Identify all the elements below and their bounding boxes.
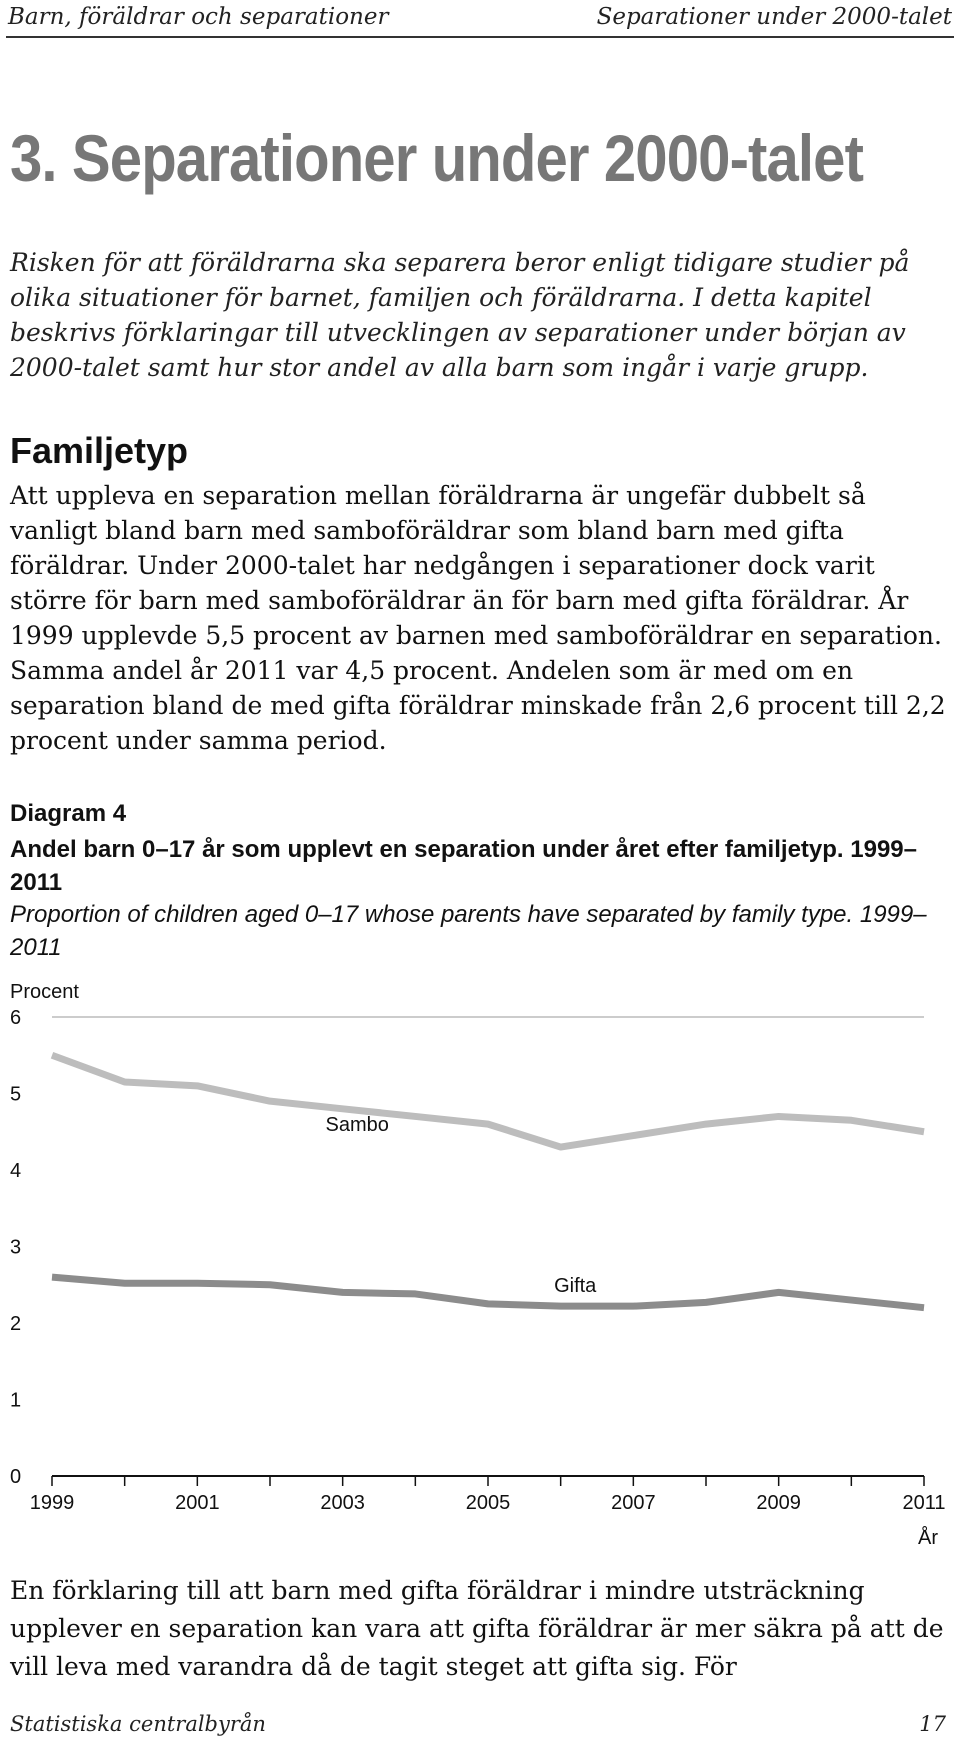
x-tick-label: 2005 [466, 1492, 511, 1514]
header-rule [6, 36, 954, 38]
x-tick-label: 1999 [30, 1492, 75, 1514]
line-chart: 1999 2001 2003 2005 2007 2009 2011 0 1 2 3 4 5 6 Proce… [10, 981, 946, 1549]
footer-publisher: Statistiska centralbyrån [10, 1712, 266, 1736]
figure-title-sv: Andel barn 0–17 år som upplevt en separa… [10, 836, 917, 896]
y-tick-label: 1 [10, 1390, 21, 1412]
body-paragraph-2: En förklaring till att barn med gifta fö… [10, 1576, 944, 1681]
series-line-sambo [50, 1051, 925, 1151]
y-tick-label: 5 [10, 1084, 21, 1106]
series-line-gifta [51, 1273, 925, 1312]
series-label-sambo: Sambo [326, 1114, 389, 1136]
y-tick-label: 6 [10, 1007, 21, 1029]
y-tick-label: 4 [10, 1160, 21, 1182]
page-number: 17 [919, 1712, 946, 1736]
y-tick-label: 3 [10, 1237, 21, 1259]
header-publication-title: Barn, föräldrar och separationer [8, 4, 389, 30]
header-chapter-title: Separationer under 2000-talet [596, 4, 952, 30]
figure-title-en: Proportion of children aged 0–17 whose p… [10, 901, 927, 961]
chapter-intro: Risken för att föräldrarna ska separera … [10, 248, 910, 382]
x-tick-label: 2009 [756, 1492, 801, 1514]
series-label-gifta: Gifta [554, 1275, 597, 1297]
y-tick-label: 2 [10, 1313, 21, 1335]
chapter-title: 3. Separationer under 2000-talet [10, 121, 864, 195]
x-tick-label: 2007 [611, 1492, 656, 1514]
x-tick-label: 2003 [320, 1492, 365, 1514]
y-axis-label: Procent [10, 981, 79, 1003]
page-header: Barn, föräldrar och separationer Separat… [0, 0, 960, 38]
section-title: Familjetyp [10, 430, 189, 471]
x-tick-label: 2001 [175, 1492, 220, 1514]
y-tick-label: 0 [10, 1466, 21, 1488]
body-paragraph: Att uppleva en separation mellan föräldr… [10, 481, 946, 755]
x-tick-label: 2011 [902, 1492, 945, 1514]
figure-label: Diagram 4 [10, 800, 127, 827]
x-axis-label: År [918, 1526, 938, 1549]
